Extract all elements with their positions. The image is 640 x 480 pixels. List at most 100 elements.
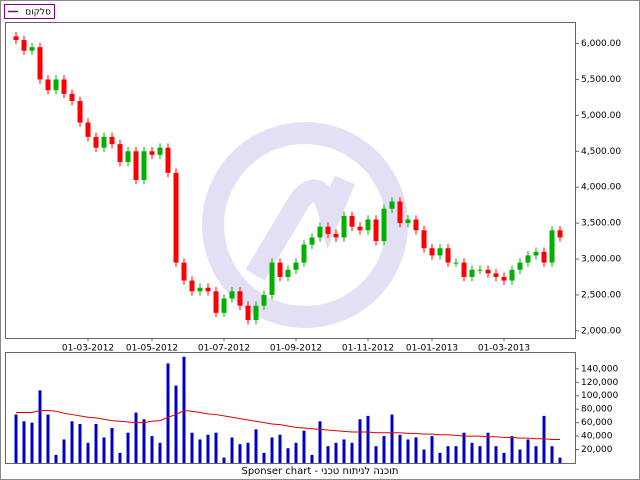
- volume-bar: [254, 429, 258, 463]
- candle-body: [405, 219, 411, 224]
- volume-bar: [358, 419, 362, 463]
- volume-bar: [342, 439, 346, 463]
- volume-bar: [286, 448, 290, 463]
- candle-body: [245, 305, 251, 321]
- volume-bar: [390, 414, 394, 463]
- volume-bar: [142, 419, 146, 463]
- volume-bar: [86, 442, 90, 463]
- volume-bar: [558, 457, 562, 463]
- volume-bar: [110, 428, 114, 463]
- candle-body: [101, 136, 107, 148]
- y-tick-label: 100,000: [581, 391, 618, 401]
- volume-bar: [174, 385, 178, 463]
- candle-body: [181, 262, 187, 281]
- volume-bar: [206, 434, 210, 463]
- x-tick-label: 01-01-2013: [406, 344, 458, 354]
- volume-bar: [510, 436, 514, 463]
- candle-body: [421, 230, 427, 249]
- y-tick-label: 4,500.00: [581, 147, 621, 157]
- moving-average: [16, 410, 560, 440]
- candle-body: [173, 172, 179, 263]
- x-tick-label: 01-11-2012: [342, 344, 394, 354]
- volume-bar: [502, 452, 506, 463]
- volume-bar: [46, 414, 50, 463]
- volume-bar: [198, 439, 202, 463]
- candle-body: [301, 244, 307, 263]
- volume-bar: [238, 444, 242, 463]
- volume-bar: [318, 421, 322, 463]
- candle-body: [389, 201, 395, 209]
- volume-bar: [526, 439, 530, 463]
- candle-body: [21, 39, 27, 51]
- candle-body: [469, 269, 475, 277]
- candle-body: [93, 136, 99, 148]
- y-tick-label: 3,000.00: [581, 255, 621, 265]
- candle-body: [53, 79, 59, 91]
- candle-body: [517, 262, 523, 270]
- y-tick-label: 6,000.00: [581, 39, 621, 49]
- volume-bar: [350, 442, 354, 463]
- candle-body: [253, 305, 259, 321]
- volume-bar: [414, 437, 418, 463]
- volume-bar: [22, 421, 26, 463]
- candle-body: [45, 79, 51, 91]
- candle-body: [333, 233, 339, 238]
- candle-body: [117, 144, 123, 163]
- watermark: [202, 122, 408, 328]
- volume-bar: [150, 436, 154, 463]
- candle-body: [341, 215, 347, 238]
- candle-body: [229, 291, 235, 299]
- y-tick-label: 60,000: [581, 418, 613, 428]
- candle-body: [197, 287, 203, 292]
- y-tick-label: 4,000.00: [581, 183, 621, 193]
- volume-bar: [230, 437, 234, 463]
- volume-bar: [550, 446, 554, 463]
- volume-bar: [166, 363, 170, 463]
- candle-body: [325, 226, 331, 234]
- volume-bar: [118, 452, 122, 463]
- volume-bar: [126, 432, 130, 463]
- candle-body: [293, 262, 299, 270]
- volume-bar: [190, 432, 194, 463]
- candle-body: [541, 251, 547, 263]
- legend-box: [4, 4, 55, 19]
- y-tick-label: 140,000: [581, 364, 618, 374]
- caption: Sponser chart - תוכנה לניתוח טכני: [241, 466, 398, 477]
- candle-body: [213, 291, 219, 313]
- x-tick-label: 01-05-2012: [126, 344, 178, 354]
- volume-bar: [14, 414, 18, 463]
- candle-body: [165, 147, 171, 173]
- volume-bar: [366, 415, 370, 463]
- volume-bar: [278, 434, 282, 463]
- y-tick-label: 3,500.00: [581, 219, 621, 229]
- x-tick-label: 01-09-2012: [270, 344, 322, 354]
- volume-bar: [406, 439, 410, 463]
- volume-bar: [446, 446, 450, 463]
- volume-bar: [454, 446, 458, 463]
- volume-bar: [246, 442, 250, 463]
- candle-body: [477, 269, 483, 271]
- candle-body: [61, 79, 67, 94]
- volume-bar: [310, 454, 314, 463]
- candle-body: [413, 219, 419, 231]
- candle-body: [29, 47, 35, 51]
- candle-body: [453, 262, 459, 264]
- candle-body: [157, 147, 163, 155]
- volume-bar: [374, 446, 378, 463]
- volume-bar: [478, 446, 482, 463]
- volume-bar: [62, 439, 66, 463]
- candle-body: [13, 36, 19, 40]
- candle-body: [77, 101, 83, 123]
- candle-body: [429, 248, 435, 256]
- volume-bar: [302, 430, 306, 463]
- candle-body: [237, 291, 243, 306]
- y-tick-label: 120,000: [581, 378, 618, 388]
- volume-bar: [38, 390, 42, 463]
- candle-body: [269, 262, 275, 295]
- candle-body: [501, 276, 507, 281]
- candle-body: [533, 251, 539, 256]
- volume-bar: [222, 457, 226, 463]
- candle-body: [221, 298, 227, 313]
- candle-body: [365, 219, 371, 231]
- volume-panel: [5, 352, 576, 464]
